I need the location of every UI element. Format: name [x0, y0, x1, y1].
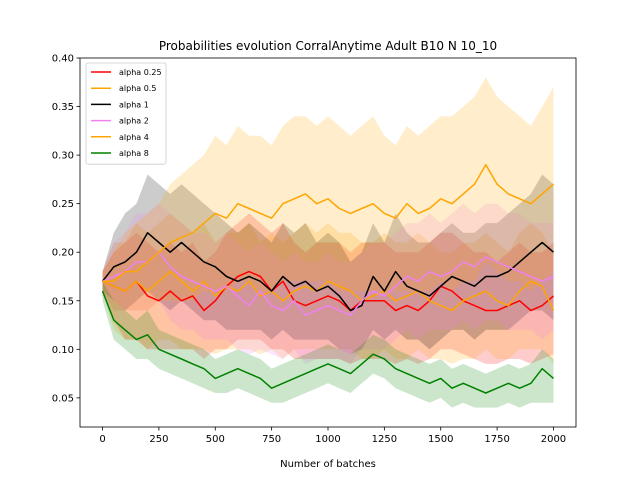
band-series-4	[102, 77, 554, 311]
line-series-2	[101, 232, 554, 312]
y-tick-label-2: 0.15	[52, 296, 74, 307]
legend-label-2: alpha 1	[119, 100, 149, 109]
band-series-1	[102, 213, 554, 364]
x-axis-label: Number of batches	[280, 459, 376, 470]
legend-label-0: alpha 0.25	[119, 68, 162, 77]
x-tick-label-3: 750	[262, 434, 281, 445]
y-tick-label-6: 0.35	[52, 102, 74, 113]
y-tick-label-3: 0.20	[52, 248, 74, 259]
legend-label-4: alpha 4	[119, 133, 149, 142]
line-series-0	[102, 270, 554, 312]
line-series-3	[102, 251, 554, 317]
x-axis: 0 250 500 750 1000 1250 1500 1750 2000	[99, 427, 566, 445]
legend-label-5: alpha 8	[119, 149, 149, 158]
line-series-5	[101, 290, 554, 394]
y-tick-label-7: 0.40	[52, 54, 74, 65]
band-series-5	[102, 281, 554, 408]
x-tick-label-4: 1000	[315, 434, 340, 445]
band-series-0	[102, 213, 554, 364]
confidence-bands	[102, 77, 554, 408]
band-series-2	[102, 174, 554, 355]
band-series-3	[102, 203, 554, 364]
series-lines	[101, 164, 555, 394]
legend-label-1: alpha 0.5	[119, 84, 156, 93]
x-tick-label-1: 250	[149, 434, 168, 445]
x-tick-label-5: 1250	[372, 434, 397, 445]
legend-label-3: alpha 2	[119, 117, 149, 126]
x-tick-label-8: 2000	[541, 434, 566, 445]
y-tick-label-4: 0.25	[52, 199, 74, 210]
y-tick-label-5: 0.30	[52, 151, 74, 162]
x-tick-label-0: 0	[99, 434, 105, 445]
x-tick-label-2: 500	[206, 434, 225, 445]
y-tick-label-1: 0.10	[52, 345, 74, 356]
line-series-1	[102, 270, 555, 312]
y-tick-label-0: 0.05	[52, 393, 74, 404]
x-tick-label-6: 1500	[428, 434, 453, 445]
y-axis: 0.05 0.10 0.15 0.20 0.25 0.30 0.35 0.40	[52, 54, 80, 404]
chart-title: Probabilities evolution CorralAnytime Ad…	[159, 39, 497, 53]
x-tick-label-7: 1750	[484, 434, 509, 445]
legend: alpha 0.25 alpha 0.5 alpha 1 alpha 2 alpha 4…	[85, 62, 167, 165]
line-series-4	[102, 164, 554, 283]
